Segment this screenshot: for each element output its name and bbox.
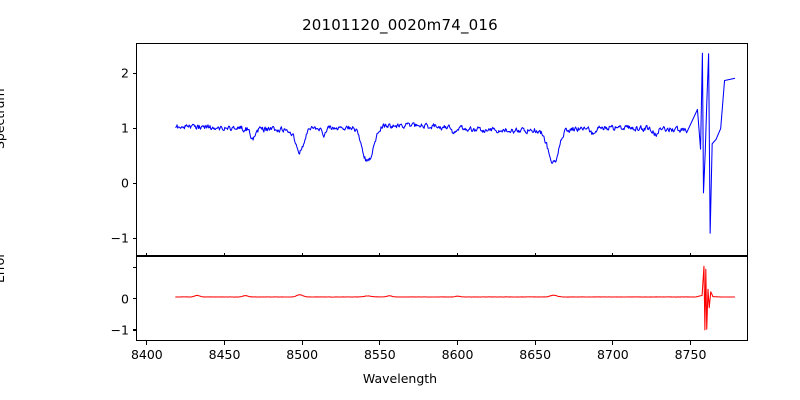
error-line-series	[137, 257, 747, 340]
x-tick-label-2: 8500	[286, 347, 319, 362]
x-tick-label-6: 8700	[596, 347, 629, 362]
page-title: 20101120_0020m74_016	[302, 16, 498, 34]
x-tick-mark-5	[534, 341, 536, 345]
spectrum-ytick-label-2: 0	[121, 175, 129, 191]
x-tick-mark-3	[379, 341, 381, 345]
error-ytick-label-1: −1	[110, 322, 129, 338]
error-data-line	[176, 266, 735, 330]
x-tick-label-1: 8450	[208, 347, 241, 362]
spectrum-plot-area	[136, 43, 748, 256]
x-tick-label-3: 8550	[363, 347, 396, 362]
x-tick-label-5: 8650	[519, 347, 552, 362]
error-ytick-label-0: 0	[121, 291, 129, 306]
x-tick-label-7: 8750	[674, 347, 707, 362]
spectrum-data-line	[176, 53, 735, 233]
x-axis-label: Wavelength	[362, 371, 438, 386]
spectrum-ytick-label-1: 1	[121, 120, 129, 136]
x-tick-mark-4	[457, 341, 459, 345]
spectrum-ytick-label-3: −1	[110, 230, 129, 246]
spectrum-line-series	[137, 44, 747, 255]
x-tick-mark-2	[301, 341, 303, 345]
x-tick-mark-6	[612, 341, 614, 345]
spectrum-y-axis-label: Spectrum	[0, 88, 7, 149]
x-tick-label-0: 8400	[130, 347, 163, 362]
x-tick-mark-1	[224, 341, 226, 345]
x-tick-mark-0	[146, 341, 148, 345]
error-plot-area	[136, 256, 748, 341]
x-tick-mark-7	[690, 341, 692, 345]
error-y-axis-label: Error	[0, 252, 7, 283]
spectrum-ytick-label-0: 2	[121, 65, 129, 81]
x-tick-label-4: 8600	[441, 347, 474, 362]
